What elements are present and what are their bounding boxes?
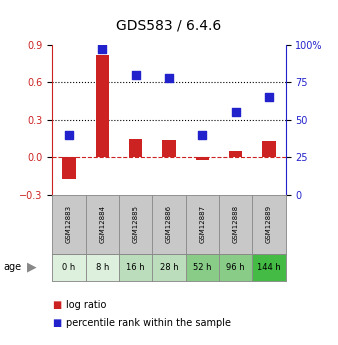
Point	[266, 95, 272, 100]
Text: 8 h: 8 h	[96, 263, 109, 272]
Point	[233, 110, 238, 115]
Text: GSM12889: GSM12889	[266, 205, 272, 243]
Text: 0 h: 0 h	[63, 263, 76, 272]
Text: GSM12888: GSM12888	[233, 205, 239, 243]
Text: ▶: ▶	[27, 261, 37, 274]
Text: GSM12885: GSM12885	[133, 205, 139, 243]
Text: GSM12884: GSM12884	[99, 205, 105, 243]
Text: ■: ■	[52, 318, 62, 327]
Bar	[129, 139, 142, 157]
Text: GSM12883: GSM12883	[66, 205, 72, 243]
Text: 28 h: 28 h	[160, 263, 178, 272]
Bar	[63, 157, 76, 179]
Point	[66, 132, 72, 138]
Point	[133, 72, 138, 78]
Bar	[262, 141, 275, 157]
Text: 16 h: 16 h	[126, 263, 145, 272]
Point	[200, 132, 205, 138]
Text: ■: ■	[52, 300, 62, 310]
Text: 52 h: 52 h	[193, 263, 212, 272]
Bar	[196, 157, 209, 160]
Text: GSM12887: GSM12887	[199, 205, 205, 243]
Point	[166, 75, 172, 81]
Text: log ratio: log ratio	[66, 300, 106, 310]
Bar	[229, 151, 242, 157]
Text: percentile rank within the sample: percentile rank within the sample	[66, 318, 231, 327]
Text: age: age	[3, 263, 22, 272]
Text: 96 h: 96 h	[226, 263, 245, 272]
Text: 144 h: 144 h	[257, 263, 281, 272]
Text: GDS583 / 6.4.6: GDS583 / 6.4.6	[116, 19, 222, 33]
Text: GSM12886: GSM12886	[166, 205, 172, 243]
Bar	[162, 140, 176, 157]
Bar	[96, 55, 109, 157]
Point	[100, 47, 105, 52]
